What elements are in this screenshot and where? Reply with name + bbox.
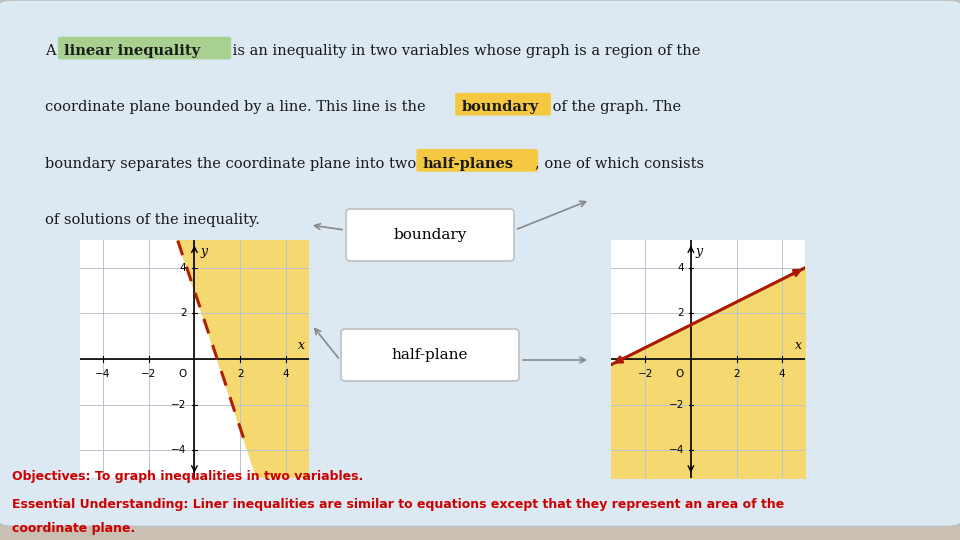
FancyBboxPatch shape [417,149,538,172]
Text: Objectives: To graph inequalities in two variables.: Objectives: To graph inequalities in two… [12,470,363,483]
Text: y: y [200,245,207,258]
Text: of the graph. The: of the graph. The [548,100,682,114]
Text: coordinate plane bounded by a line. This line is the: coordinate plane bounded by a line. This… [45,100,430,114]
Text: y: y [695,245,703,258]
Text: −2: −2 [171,400,186,410]
Text: Essential Understanding: Liner inequalities are similar to equations except that: Essential Understanding: Liner inequalit… [12,498,784,511]
Text: 2: 2 [180,308,186,319]
Text: half-planes: half-planes [422,157,514,171]
FancyBboxPatch shape [58,37,231,59]
Text: −2: −2 [668,400,684,410]
Text: boundary: boundary [462,100,539,114]
Text: −4: −4 [171,446,186,455]
Text: 2: 2 [678,308,684,319]
Text: 2: 2 [733,369,740,380]
Text: half-plane: half-plane [392,348,468,362]
Text: −4: −4 [668,446,684,455]
Text: −2: −2 [637,369,653,380]
Text: of solutions of the inequality.: of solutions of the inequality. [45,213,260,227]
Text: −4: −4 [95,369,110,380]
Text: boundary separates the coordinate plane into two: boundary separates the coordinate plane … [45,157,420,171]
Text: 2: 2 [237,369,244,380]
Text: A: A [45,44,60,58]
Text: O: O [179,369,186,380]
Text: boundary: boundary [394,228,467,242]
Text: 4: 4 [779,369,785,380]
Text: linear inequality: linear inequality [64,44,201,58]
FancyBboxPatch shape [341,329,519,381]
Text: O: O [676,369,684,380]
FancyBboxPatch shape [346,209,514,261]
Text: x: x [795,339,802,352]
Polygon shape [178,240,308,478]
Text: −2: −2 [141,369,156,380]
Text: is an inequality in two variables whose graph is a region of the: is an inequality in two variables whose … [228,44,701,58]
Text: 4: 4 [678,263,684,273]
Text: , one of which consists: , one of which consists [536,157,705,171]
FancyBboxPatch shape [455,93,551,116]
Text: 4: 4 [282,369,289,380]
Text: x: x [299,339,305,352]
Text: coordinate plane.: coordinate plane. [12,522,135,535]
Text: 4: 4 [180,263,186,273]
